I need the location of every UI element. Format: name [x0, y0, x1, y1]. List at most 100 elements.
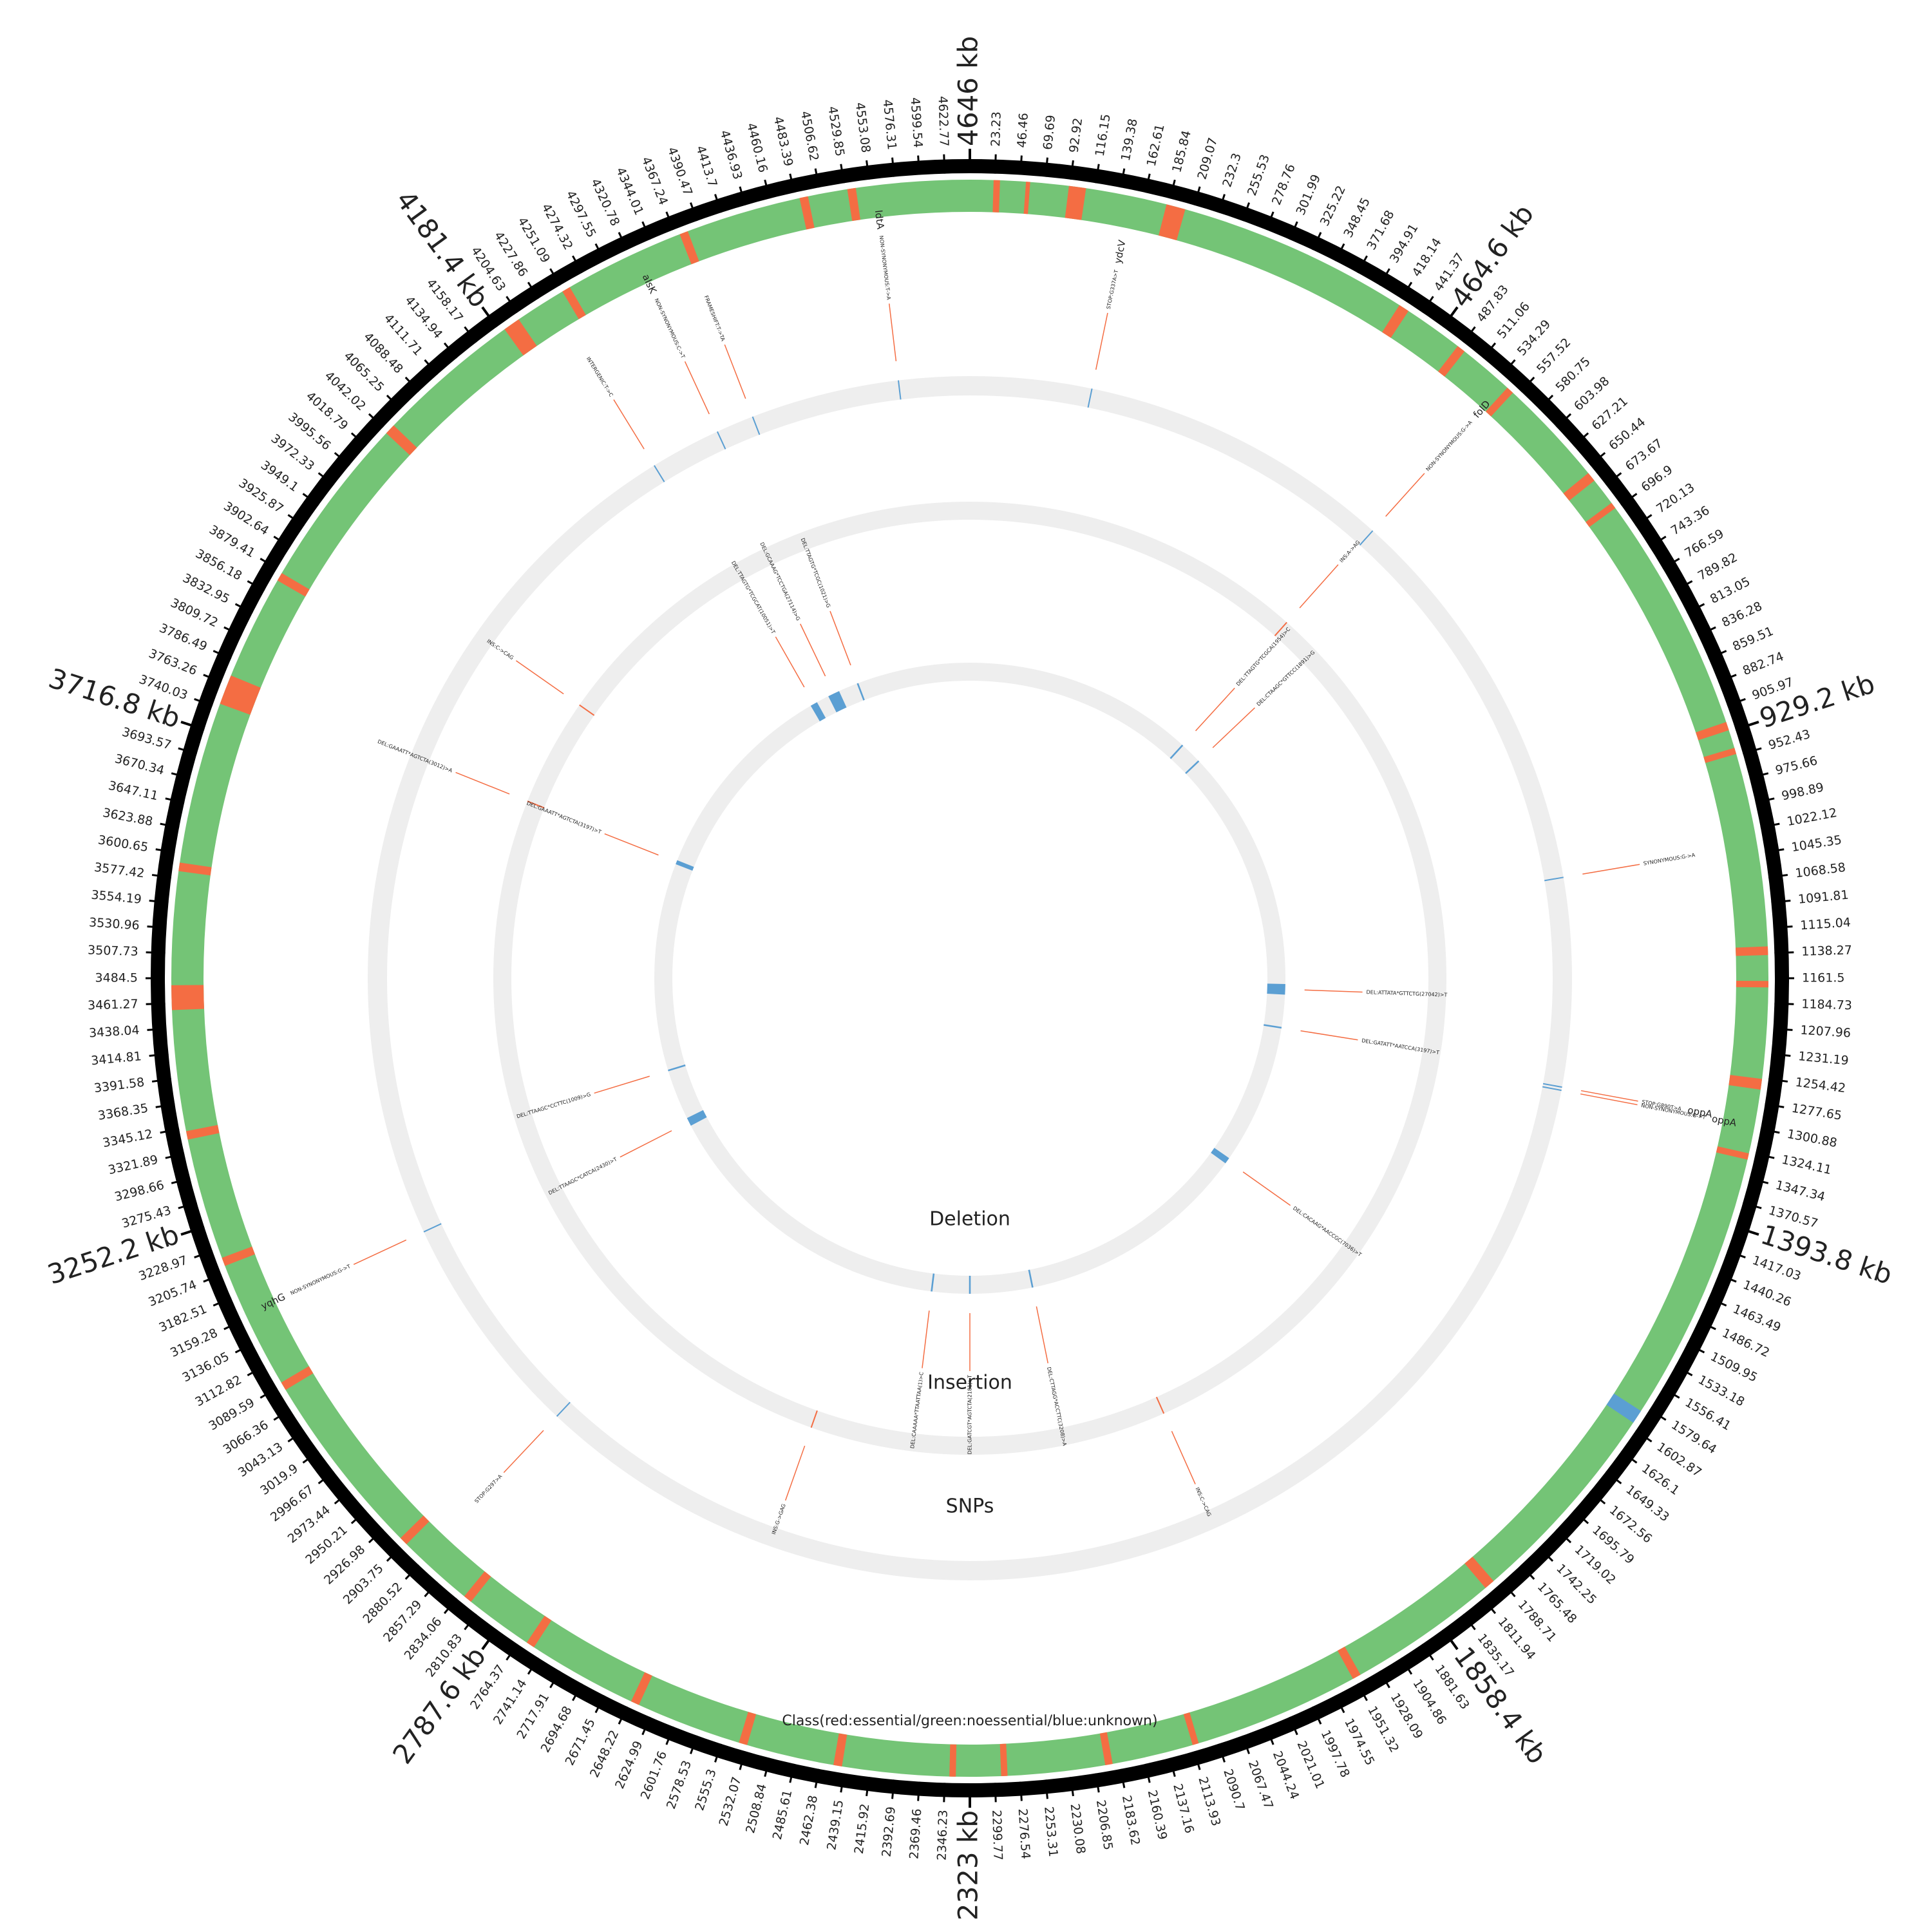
tick-label: 2671.45: [563, 1716, 598, 1768]
tick-mark: [714, 194, 723, 213]
tick-label: 2369.46: [907, 1808, 924, 1860]
tick-mark: [147, 925, 167, 929]
tick-label: 185.84: [1170, 129, 1194, 174]
feature-mark: [527, 800, 545, 809]
tick-mark: [368, 1528, 384, 1544]
tick-label: 2253.31: [1041, 1806, 1060, 1857]
gene-label: ldtA: [873, 209, 887, 230]
tick-mark: [443, 342, 458, 359]
tick-label: 1393.8 kb: [1757, 1218, 1896, 1291]
tick-mark: [424, 359, 439, 375]
tick-mark: [1771, 900, 1791, 904]
tick-label: 4646 kb: [952, 36, 984, 146]
tick-mark: [1649, 1408, 1667, 1421]
tick-mark: [1589, 451, 1606, 466]
tick-mark: [1070, 160, 1074, 180]
tick-mark: [665, 1726, 675, 1745]
tick-label: 301.99: [1294, 173, 1324, 218]
tick-label: 162.61: [1144, 123, 1168, 168]
tick-mark: [840, 164, 845, 184]
tick-mark: [287, 1430, 305, 1443]
tick-mark: [1311, 232, 1322, 251]
tick-mark: [943, 154, 946, 174]
tick-mark: [1482, 1598, 1497, 1615]
tick-mark: [1462, 1613, 1476, 1631]
tick-label: 1486.72: [1720, 1326, 1772, 1360]
tick-mark: [1289, 221, 1298, 240]
tick-mark: [1356, 1683, 1368, 1701]
tick-label: 1184.73: [1801, 997, 1852, 1012]
connector: [1195, 687, 1235, 732]
tick-mark: [917, 155, 921, 175]
tick-mark: [443, 1598, 458, 1615]
feature-label: INS:A->AG: [1339, 540, 1361, 564]
tick-mark: [1765, 1103, 1785, 1108]
class-segment: [171, 985, 204, 1010]
tick-mark: [1749, 772, 1769, 779]
tick-mark: [1334, 1695, 1345, 1714]
tick-mark: [1193, 1750, 1201, 1770]
tick-label: 3530.96: [88, 915, 140, 933]
tick-label: 4436.93: [717, 129, 745, 182]
tick-mark: [1400, 1657, 1413, 1675]
feature-mark: [897, 380, 902, 400]
tick-mark: [1421, 1643, 1434, 1661]
tick-label: 3949.1: [258, 458, 301, 495]
tick-mark: [151, 1078, 172, 1083]
tick-label: 3182.51: [157, 1302, 209, 1335]
tick-label: 3716.8 kb: [45, 662, 184, 734]
tick-label: 789.82: [1696, 550, 1740, 583]
tick-mark: [146, 951, 166, 954]
tick-mark: [287, 514, 305, 527]
feature-mark: [1359, 530, 1374, 546]
connector: [1300, 1030, 1358, 1041]
connector: [1304, 989, 1363, 993]
tick-mark: [1773, 1027, 1793, 1031]
class-segment: [833, 1733, 848, 1766]
tick-mark: [464, 326, 478, 343]
tick-label: 4413.7: [693, 144, 719, 189]
tick-mark: [1742, 747, 1762, 755]
tick-label: 4390.47: [665, 146, 695, 198]
connector: [594, 1075, 650, 1094]
tick-mark: [789, 1763, 795, 1783]
tick-mark: [1768, 1078, 1788, 1083]
feature-mark: [716, 431, 726, 450]
tick-label: 3391.58: [93, 1075, 146, 1096]
tick-mark: [223, 1320, 242, 1331]
tick-mark: [234, 1343, 253, 1354]
tick-mark: [1379, 268, 1390, 286]
tick-mark: [1356, 255, 1368, 274]
tick-label: 2044.24: [1270, 1749, 1302, 1801]
tick-mark: [147, 1027, 167, 1031]
tick-label: 3600.65: [97, 833, 149, 855]
tick-mark: [1501, 1581, 1516, 1598]
connector: [1095, 312, 1108, 370]
tick-label: 1440.26: [1741, 1278, 1793, 1309]
class-segment: [1382, 305, 1409, 338]
feature-mark: [423, 1223, 442, 1233]
tick-mark: [386, 1546, 402, 1562]
tick-mark: [1538, 1546, 1554, 1562]
tick-mark: [1045, 1779, 1048, 1799]
tick-mark: [194, 1250, 213, 1258]
class-segment: [400, 1515, 430, 1544]
class-segment: [630, 1672, 652, 1705]
tick-mark: [247, 580, 265, 592]
tick-label: 394.91: [1387, 222, 1421, 265]
connector: [775, 636, 805, 688]
tick-label: 3809.72: [168, 596, 220, 630]
class-segment: [1696, 722, 1729, 741]
tick-label: 2183.62: [1119, 1794, 1142, 1846]
feature-span: [1028, 1269, 1034, 1288]
tick-mark: [165, 1153, 185, 1159]
tick-mark: [203, 674, 222, 683]
tick-mark: [840, 1773, 845, 1793]
tick-label: 325.22: [1318, 184, 1349, 229]
tick-mark: [527, 1657, 540, 1675]
tick-label: 1231.19: [1797, 1049, 1849, 1068]
tick-mark: [350, 1510, 367, 1524]
feature-span: [828, 691, 847, 713]
tick-mark: [1742, 1202, 1762, 1209]
